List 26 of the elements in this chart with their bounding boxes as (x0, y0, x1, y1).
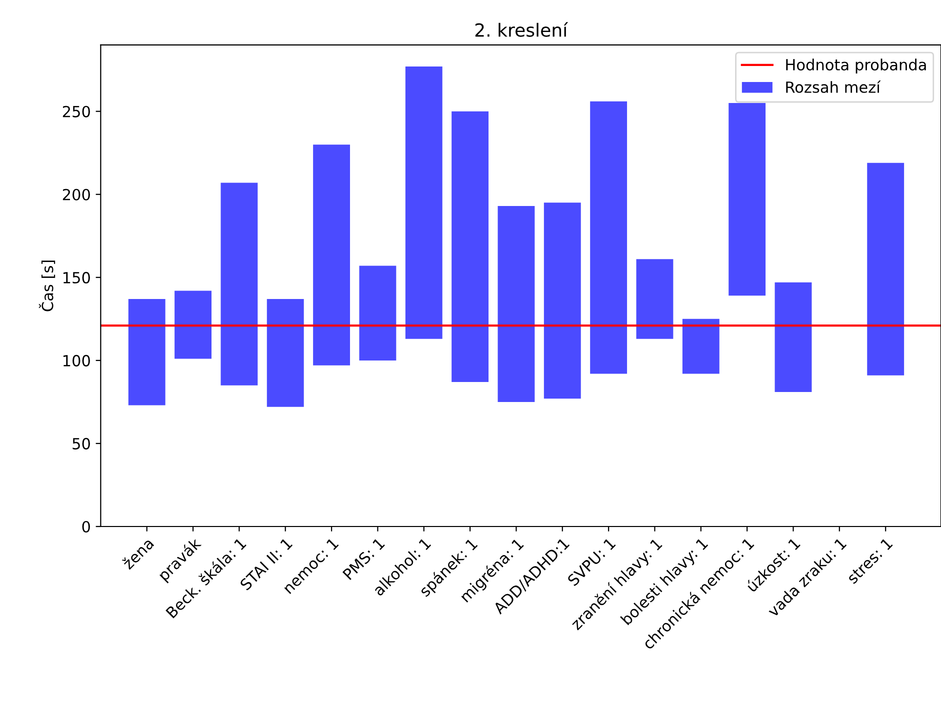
bar (405, 66, 442, 339)
legend-label: Hodnota probanda (786, 58, 926, 74)
bar (266, 299, 304, 407)
bar (636, 259, 674, 339)
bar (728, 103, 766, 296)
bar (452, 111, 489, 382)
legend-label: Rozsah mezí (786, 80, 881, 93)
y-tick-label: 50 (72, 438, 90, 450)
y-tick-label: 200 (62, 188, 90, 200)
bar (774, 282, 812, 392)
bar (359, 266, 396, 360)
bar (313, 144, 350, 366)
y-axis-title: Čas [s] (38, 260, 56, 312)
bar (174, 290, 212, 359)
bar (867, 162, 904, 376)
chart-title: 2. kreslení (475, 22, 568, 37)
y-tick-label: 150 (63, 272, 90, 284)
bar (498, 206, 535, 402)
bar (544, 202, 581, 399)
bar (220, 182, 258, 386)
bar (128, 299, 166, 406)
y-tick-label: 0 (82, 520, 90, 533)
bar (682, 318, 720, 374)
bar (590, 101, 628, 374)
y-tick-label: 100 (63, 354, 90, 366)
y-tick-label: 250 (62, 106, 90, 118)
